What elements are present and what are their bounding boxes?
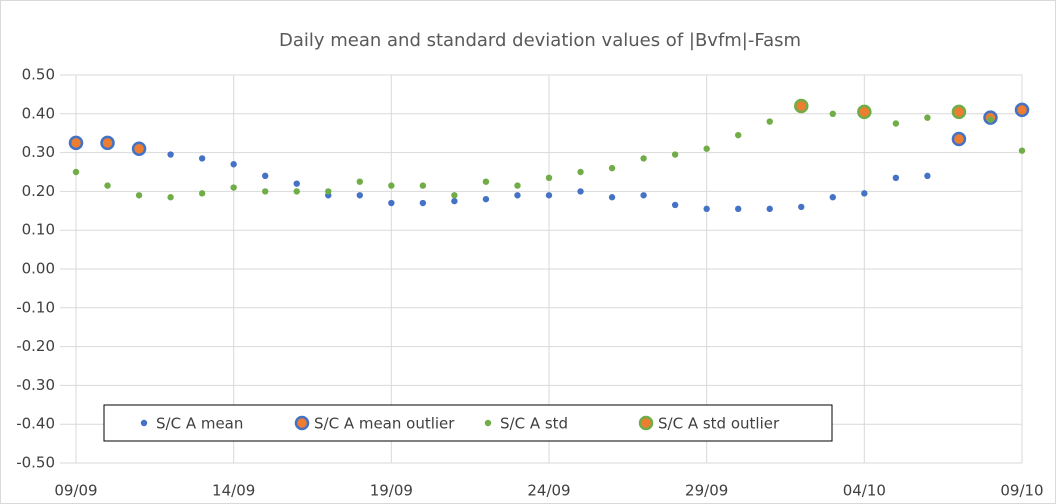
point — [198, 155, 206, 162]
y-tick-label: 0.50 — [22, 66, 55, 84]
point — [735, 131, 742, 139]
point — [167, 194, 174, 201]
point — [104, 182, 111, 189]
point — [671, 201, 679, 209]
point — [388, 199, 395, 207]
point — [545, 174, 553, 182]
y-tick-label: 0.00 — [22, 260, 55, 278]
point — [293, 188, 300, 195]
point — [608, 194, 616, 201]
x-tick-label: 19/09 — [370, 482, 413, 500]
legend-label: S/C A mean — [156, 415, 243, 433]
point — [829, 194, 836, 201]
outlier-marker — [100, 135, 115, 151]
point — [325, 188, 332, 195]
point — [987, 116, 994, 123]
point — [703, 145, 710, 152]
outlier-marker — [131, 141, 147, 156]
point — [72, 168, 80, 176]
y-tick-label: -0.10 — [16, 298, 55, 316]
point — [419, 199, 427, 207]
point — [892, 120, 900, 127]
point — [419, 182, 427, 189]
chart-title: Daily mean and standard deviation values… — [279, 30, 801, 51]
point — [451, 192, 458, 199]
y-tick-label: -0.30 — [16, 376, 55, 394]
outlier-marker — [951, 104, 967, 120]
outlier-marker — [951, 131, 967, 147]
point — [167, 151, 174, 158]
point — [293, 180, 300, 187]
outlier-marker — [794, 98, 809, 114]
point — [640, 192, 647, 199]
point — [356, 178, 363, 185]
outlier-marker — [1014, 102, 1030, 118]
x-tick-label: 14/09 — [212, 482, 255, 500]
legend-marker — [294, 415, 310, 431]
legend-marker — [484, 419, 492, 427]
point — [451, 197, 458, 205]
legend-label: S/C A mean outlier — [314, 415, 455, 433]
point — [703, 205, 710, 213]
point — [924, 114, 931, 121]
x-tick-label: 24/09 — [527, 482, 570, 500]
point — [545, 192, 553, 199]
point — [198, 190, 206, 197]
point — [482, 195, 490, 203]
point — [388, 182, 395, 189]
point — [640, 155, 647, 162]
legend-marker — [638, 415, 654, 431]
outlier-marker — [68, 135, 84, 151]
point — [514, 182, 521, 189]
point — [798, 203, 805, 211]
point — [262, 188, 269, 195]
point — [356, 192, 363, 199]
point — [482, 178, 490, 185]
y-tick-label: 0.20 — [22, 182, 55, 200]
point — [577, 168, 584, 176]
point — [766, 118, 773, 125]
legend-marker — [140, 419, 148, 427]
point — [671, 151, 679, 158]
point — [230, 184, 237, 191]
x-tick-label: 09/10 — [1000, 482, 1043, 500]
point — [735, 205, 742, 213]
y-tick-label: 0.30 — [22, 143, 55, 161]
point — [829, 110, 836, 118]
point — [924, 172, 931, 180]
y-tick-label: -0.20 — [16, 337, 55, 355]
point — [766, 205, 773, 213]
point — [514, 192, 521, 199]
y-tick-label: 0.10 — [22, 221, 55, 239]
point — [892, 174, 900, 182]
x-tick-label: 04/10 — [843, 482, 886, 500]
legend-label: S/C A std — [500, 415, 568, 433]
point — [608, 164, 616, 172]
legend-label: S/C A std outlier — [658, 415, 780, 433]
point — [135, 192, 143, 199]
y-tick-label: 0.40 — [22, 104, 55, 122]
point — [861, 190, 868, 197]
outlier-marker — [857, 104, 872, 120]
point — [577, 188, 584, 195]
x-tick-label: 09/09 — [54, 482, 97, 500]
point — [262, 172, 269, 180]
x-tick-label: 29/09 — [685, 482, 728, 500]
point — [1018, 147, 1026, 154]
y-tick-label: -0.40 — [16, 415, 55, 433]
point — [230, 161, 237, 168]
y-tick-label: -0.50 — [16, 454, 55, 472]
legend-box — [103, 404, 833, 442]
